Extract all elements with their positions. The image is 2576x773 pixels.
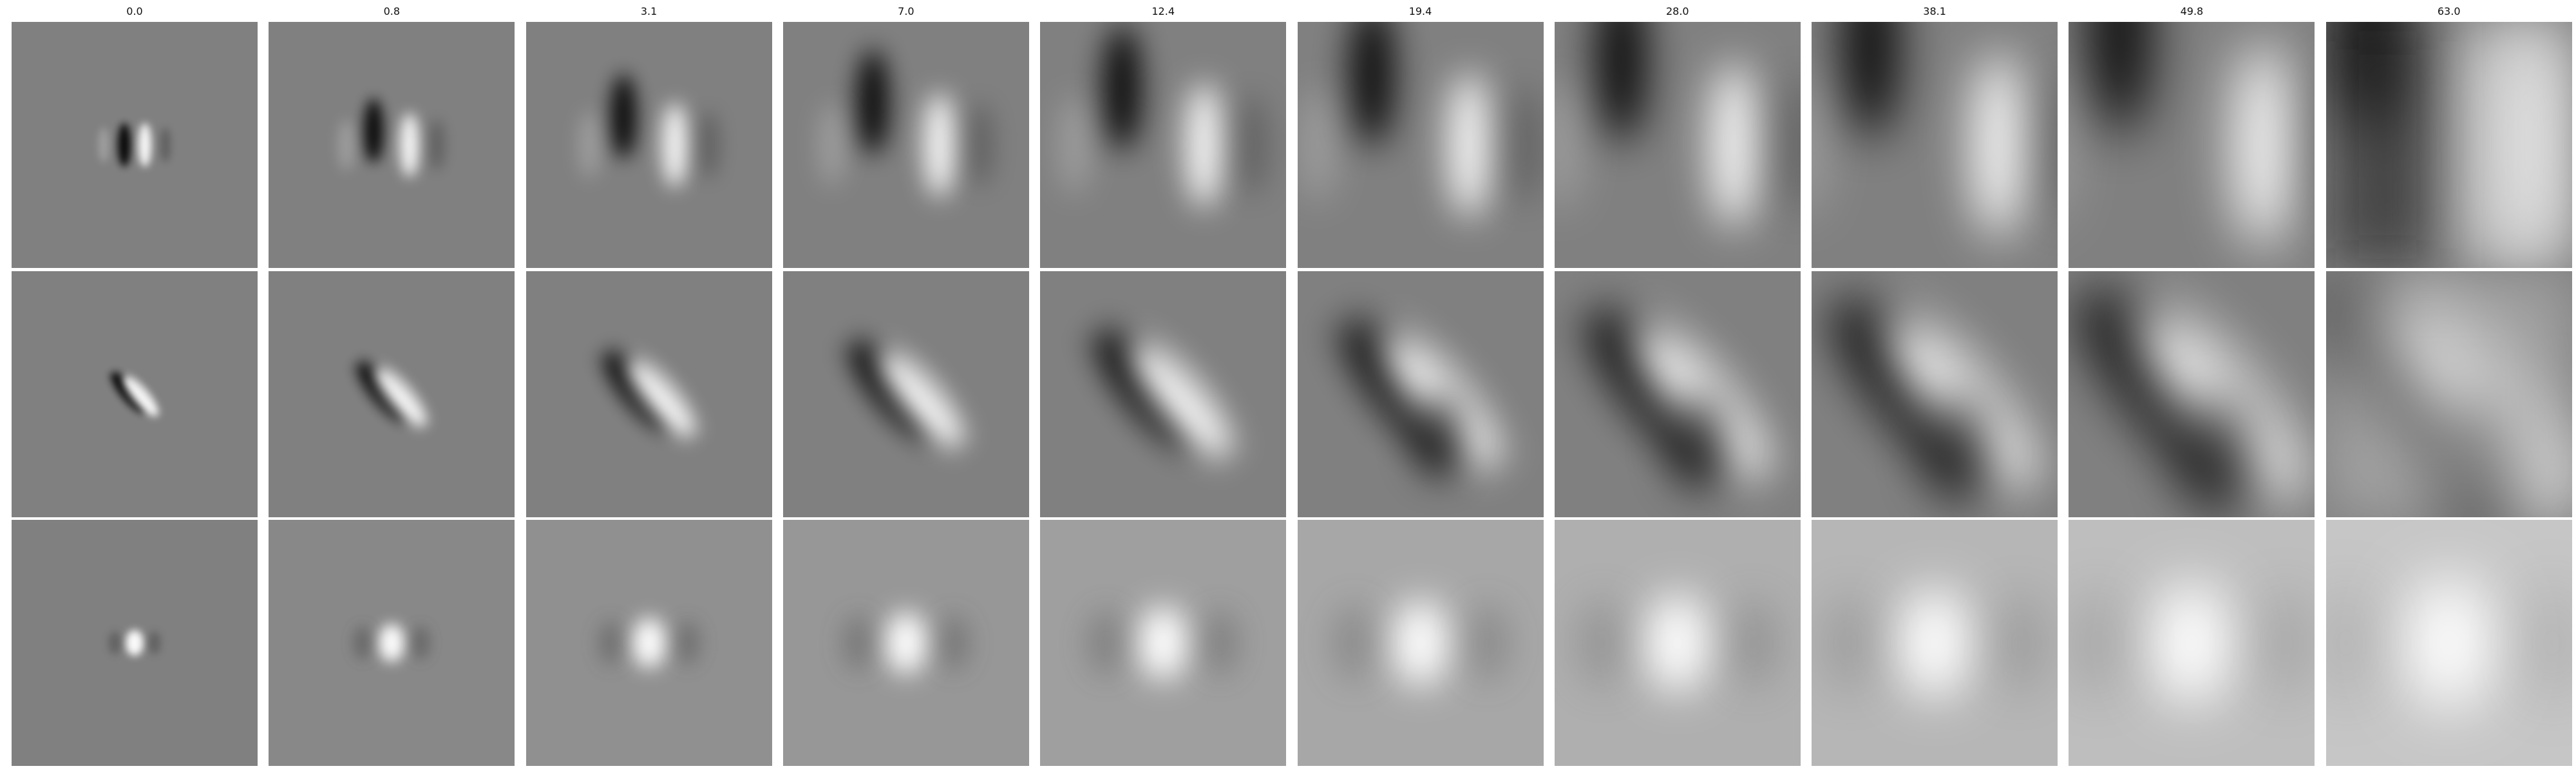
image-panel-r3-c2 [269,520,515,766]
column-title: 3.1 [640,5,658,17]
panel-image [1812,22,2058,268]
image-panel-r3-c1 [12,520,258,766]
image-panel-r1-c9 [2069,22,2315,268]
panel-image [1040,271,1287,517]
panel-image [12,22,258,268]
panel-image [526,22,772,268]
panel-image [1040,520,1287,766]
image-panel-r1-c5 [1040,22,1287,268]
image-panel-r2-c3 [526,271,772,517]
panel-image [1812,271,2058,517]
column-title: 12.4 [1151,5,1175,17]
panel-image [1297,520,1544,766]
panel-image [2069,520,2315,766]
image-panel-r3-c3 [526,520,772,766]
panel-image [2325,520,2572,766]
image-panel-r2-c7 [1554,271,1801,517]
image-panel-r2-c9 [2069,271,2315,517]
column-title: 0.0 [126,5,143,17]
image-panel-r3-c4 [782,520,1029,766]
panel-image [12,520,258,766]
image-panel-r1-c7 [1554,22,1801,268]
panel-image [526,271,772,517]
image-panel-r1-c2 [269,22,515,268]
panel-image [269,22,515,268]
image-panel-r2-c2 [269,271,515,517]
column-title: 38.1 [1923,5,1946,17]
image-panel-r2-c4 [782,271,1029,517]
panel-image [526,520,772,766]
column-title: 0.8 [383,5,401,17]
image-panel-r3-c8 [1812,520,2058,766]
panel-image [2325,271,2572,517]
panel-image [1297,271,1544,517]
image-panel-r2-c1 [12,271,258,517]
column-title: 49.8 [2180,5,2204,17]
image-panel-r1-c3 [526,22,772,268]
image-panel-r1-c1 [12,22,258,268]
panel-image [2325,22,2572,268]
image-panel-r1-c10 [2325,22,2572,268]
panel-image [1040,22,1287,268]
panel-image [2069,22,2315,268]
panel-image [1554,271,1801,517]
panel-image [269,271,515,517]
image-panel-r3-c9 [2069,520,2315,766]
column-title: 19.4 [1408,5,1432,17]
image-panel-r2-c5 [1040,271,1287,517]
panel-image [782,271,1029,517]
image-panel-r2-c10 [2325,271,2572,517]
image-panel-r3-c7 [1554,520,1801,766]
panel-image [12,271,258,517]
image-panel-r1-c6 [1297,22,1544,268]
column-title: 28.0 [1665,5,1689,17]
image-panel-r3-c10 [2325,520,2572,766]
image-panel-r3-c6 [1297,520,1544,766]
image-panel-r2-c8 [1812,271,2058,517]
panel-image [1297,22,1544,268]
panel-image [269,520,515,766]
column-title: 7.0 [898,5,914,17]
panel-image [1812,520,2058,766]
panel-image [782,22,1029,268]
column-title: 63.0 [2437,5,2461,17]
image-panel-r3-c5 [1040,520,1287,766]
panel-image [1554,22,1801,268]
image-panel-r1-c8 [1812,22,2058,268]
panel-image [1554,520,1801,766]
image-panel-r1-c4 [782,22,1029,268]
image-panel-r2-c6 [1297,271,1544,517]
panel-image [782,520,1029,766]
panel-image [2069,271,2315,517]
